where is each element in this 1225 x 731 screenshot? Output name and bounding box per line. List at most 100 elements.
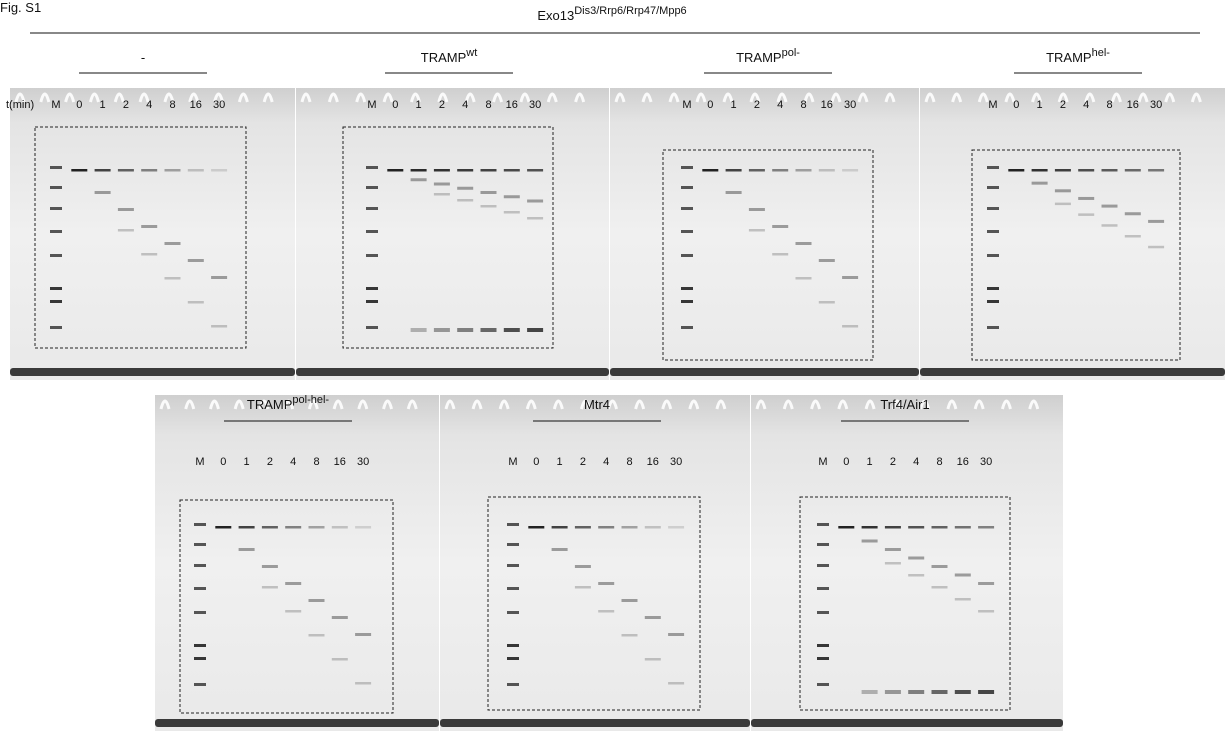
lane-label: 30 (670, 456, 682, 468)
gel-well (471, 399, 483, 410)
gel-well (159, 399, 171, 410)
gel-well (382, 92, 394, 103)
substrate-band (931, 526, 948, 529)
gel-well (208, 399, 220, 410)
product-band (908, 690, 925, 694)
product-band (551, 548, 568, 551)
marker-band (987, 207, 999, 210)
gel-well (64, 92, 76, 103)
gel-well (755, 399, 767, 410)
marker-band (987, 166, 999, 169)
product-band (527, 217, 544, 220)
lane-label: 16 (334, 456, 346, 468)
substrate-band (702, 169, 719, 172)
product-band (164, 277, 181, 280)
product-band (331, 658, 348, 661)
substrate-band (644, 526, 661, 529)
panel-label-sup: hel- (1092, 47, 1111, 59)
marker-band (681, 186, 693, 189)
marker-band (681, 287, 693, 290)
substrate-band (1101, 169, 1118, 172)
gel-well (1084, 92, 1096, 103)
substrate-band (480, 169, 497, 172)
lane-label: 4 (462, 99, 468, 111)
product-band (954, 598, 971, 601)
lane-label: M (682, 99, 691, 111)
panel-label: TRAMPpol- (736, 47, 800, 65)
product-band (331, 616, 348, 619)
gel-panel: TRAMPwt M 0 1 2 4 8 16 30 (296, 47, 609, 380)
marker-band (50, 230, 62, 233)
lane-label: M (818, 456, 827, 468)
gel-well (88, 92, 100, 103)
substrate-band (1054, 169, 1071, 172)
substrate-band (355, 526, 372, 529)
marker-band (366, 287, 378, 290)
lane-label: 0 (76, 99, 82, 111)
marker-band (987, 287, 999, 290)
marker-band (817, 657, 829, 660)
product-band (261, 586, 278, 589)
marker-band (366, 166, 378, 169)
product-band (884, 690, 901, 694)
substrate-band (528, 526, 545, 529)
marker-band (987, 186, 999, 189)
lane-label: 4 (146, 99, 152, 111)
gel-well (977, 92, 989, 103)
substrate-band (410, 169, 427, 172)
gel-well (355, 92, 367, 103)
lane-label: 8 (169, 99, 175, 111)
gel-well (579, 399, 591, 410)
gel-well (332, 399, 344, 410)
lane-label: 1 (100, 99, 106, 111)
gel-well (837, 399, 849, 410)
product-band (884, 562, 901, 565)
lane-label: 1 (1037, 99, 1043, 111)
product-band (480, 191, 497, 194)
product-band (527, 199, 544, 203)
product-band (261, 565, 278, 568)
gel-well (661, 399, 673, 410)
gel-well (546, 92, 558, 103)
gel-panel: - t(min) M 0 1 2 4 8 16 30 (6, 50, 295, 380)
substrate-band (748, 169, 765, 172)
product-band (954, 690, 971, 694)
gel-well (138, 92, 150, 103)
panel-label: Mtr4 (584, 397, 610, 412)
title-sup: Dis3/Rrp6/Rrp47/Mpp6 (574, 5, 687, 17)
marker-band (681, 166, 693, 169)
gel-well (803, 92, 815, 103)
panel-label-main: Mtr4 (584, 397, 610, 412)
product-band (621, 634, 638, 637)
product-band (668, 633, 685, 636)
region-box (342, 126, 554, 349)
lane-label: 30 (529, 99, 541, 111)
gel-well (776, 92, 788, 103)
lane-label: 0 (392, 99, 398, 111)
gel-well (283, 399, 295, 410)
gel-well (519, 92, 531, 103)
product-band (355, 682, 372, 685)
gel-well (307, 399, 319, 410)
header-title: Exo13Dis3/Rrp6/Rrp47/Mpp6 (537, 5, 686, 23)
gel-well (641, 92, 653, 103)
gel-well (327, 92, 339, 103)
product-band (598, 610, 615, 613)
region-box (487, 496, 701, 711)
product-band (1148, 245, 1165, 249)
marker-band (50, 326, 62, 329)
gel-well (688, 399, 700, 410)
gel-well (1057, 92, 1069, 103)
lane-label: 30 (213, 99, 225, 111)
lane-label: M (51, 99, 60, 111)
product-band (574, 565, 591, 568)
lane-label: 0 (1013, 99, 1019, 111)
panel-label-main: - (141, 50, 145, 65)
gel-panel: TRAMPpol-hel- M 0 1 2 4 8 16 30 (155, 394, 439, 731)
product-band (141, 253, 158, 256)
lane-label: 1 (416, 99, 422, 111)
substrate-band (1148, 169, 1165, 172)
lane-label: 16 (190, 99, 202, 111)
gel-panel: Mtr4 M 0 1 2 4 8 16 30 (440, 395, 750, 731)
marker-band (194, 683, 206, 686)
